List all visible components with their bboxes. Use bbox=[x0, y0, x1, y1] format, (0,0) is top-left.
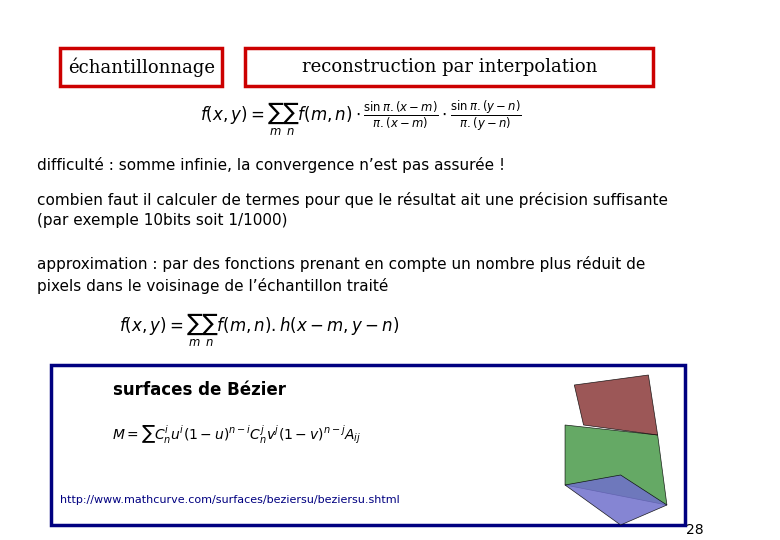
Text: 28: 28 bbox=[686, 523, 704, 537]
Text: combien faut il calculer de termes pour que le résultat ait une précision suffis: combien faut il calculer de termes pour … bbox=[37, 192, 668, 228]
Polygon shape bbox=[565, 425, 667, 505]
Text: reconstruction par interpolation: reconstruction par interpolation bbox=[302, 58, 597, 76]
Text: $f(x,y) = \sum_m \sum_n f(m,n) \cdot \frac{\sin\pi.(x-m)}{\pi.(x-m)} \cdot \frac: $f(x,y) = \sum_m \sum_n f(m,n) \cdot \fr… bbox=[200, 98, 522, 138]
Polygon shape bbox=[565, 475, 667, 525]
FancyBboxPatch shape bbox=[60, 48, 222, 86]
Text: difficulté : somme infinie, la convergence n’est pas assurée !: difficulté : somme infinie, la convergen… bbox=[37, 157, 505, 173]
Text: surfaces de Bézier: surfaces de Bézier bbox=[112, 381, 285, 399]
Text: échantillonnage: échantillonnage bbox=[68, 57, 214, 77]
FancyBboxPatch shape bbox=[246, 48, 653, 86]
FancyBboxPatch shape bbox=[51, 365, 686, 525]
Text: http://www.mathcurve.com/surfaces/beziersu/beziersu.shtml: http://www.mathcurve.com/surfaces/bezier… bbox=[60, 495, 400, 505]
Text: approximation : par des fonctions prenant en compte un nombre plus réduit de
pix: approximation : par des fonctions prenan… bbox=[37, 256, 645, 294]
Text: $M = \sum C_n^i u^i (1-u)^{n-i} C_n^j v^j (1-v)^{n-j} A_{ij}$: $M = \sum C_n^i u^i (1-u)^{n-i} C_n^j v^… bbox=[112, 424, 361, 446]
Text: $f(x,y) = \sum_m \sum_n f(m,n).h(x-m,y-n)$: $f(x,y) = \sum_m \sum_n f(m,n).h(x-m,y-n… bbox=[119, 312, 399, 348]
Polygon shape bbox=[574, 375, 658, 435]
